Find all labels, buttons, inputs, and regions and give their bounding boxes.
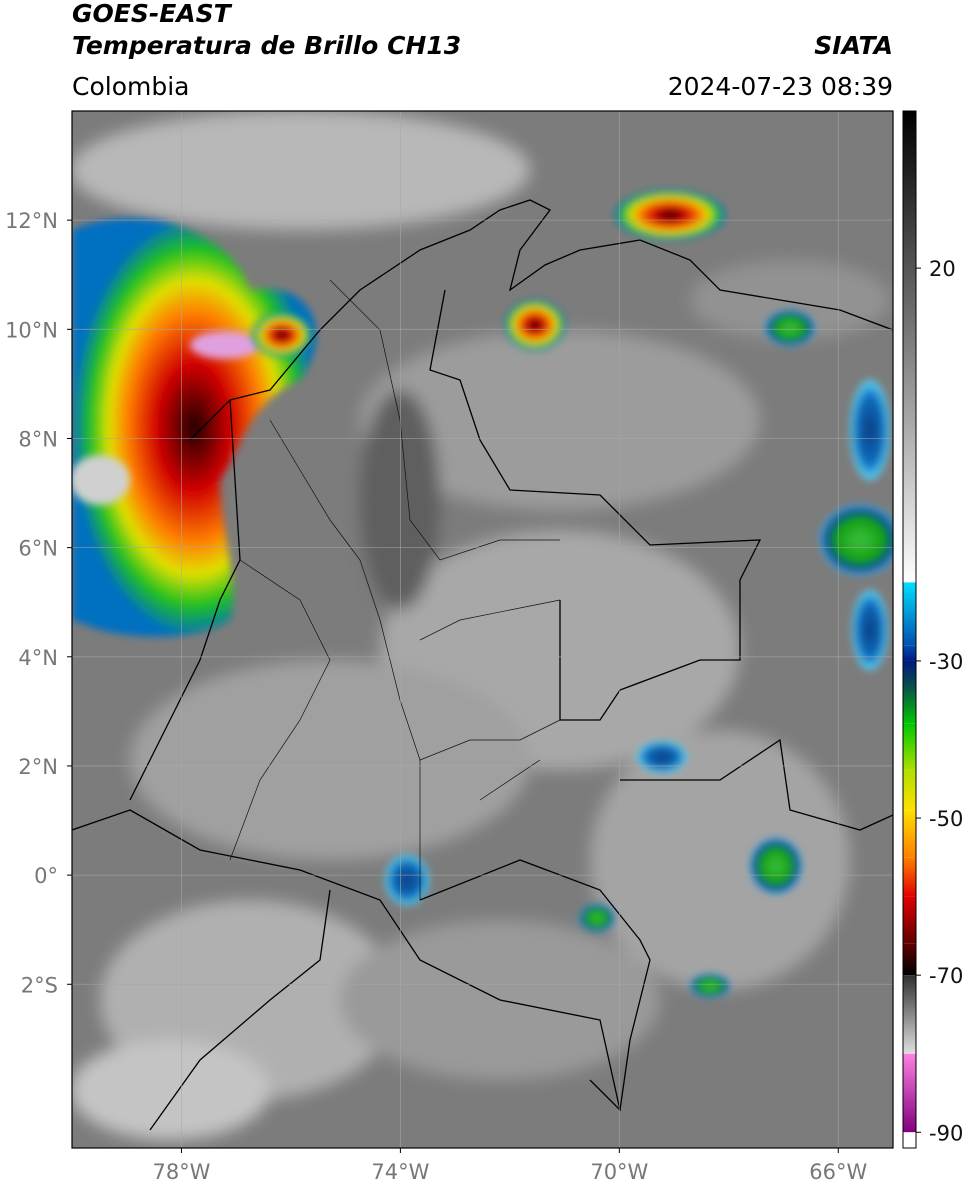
map-frame — [71, 110, 894, 1149]
y-tick-label: 8°N — [18, 427, 58, 451]
clouds — [72, 111, 890, 1140]
colorbar-segment — [903, 857, 916, 897]
header: GOES-EAST Temperatura de Brillo CH13 SIA… — [72, 0, 893, 101]
colorbar-segment — [903, 660, 916, 685]
region: Colombia — [72, 72, 189, 101]
y-tick-label: 2°N — [18, 755, 58, 779]
colorbar-tick-label: -50 — [929, 807, 963, 831]
y-tick-label: 10°N — [5, 318, 58, 342]
grid: 78°W 74°W 70°W 66°W 12°N 10°N 8°N 6°N 4°N 2°N 0° 2°… — [5, 111, 893, 1184]
colorbar-segment — [903, 111, 916, 583]
borders — [72, 199, 893, 1131]
y-tick-label: 4°N — [18, 646, 58, 670]
datetime: 2024-07-23 08:39 — [668, 72, 893, 101]
colorbar: 20 -30 -50 -70 -90 — [903, 111, 963, 1148]
x-tick-label: 74°W — [371, 1160, 429, 1184]
colorbar-segment — [903, 723, 916, 771]
y-tick-label: 0° — [34, 864, 58, 888]
colorbar-segment — [903, 975, 916, 1054]
colorbar-tick-label: -70 — [929, 964, 963, 988]
x-tick-label: 70°W — [590, 1160, 648, 1184]
colorbar-tick-label: -90 — [929, 1121, 963, 1145]
y-tick-label: 2°S — [21, 973, 58, 997]
colorbar-segment — [903, 1132, 916, 1148]
subtitle: Temperatura de Brillo CH13 — [72, 31, 461, 60]
colorbar-segment — [903, 645, 916, 661]
satellite-image — [72, 111, 893, 1148]
colorbar-segment — [903, 896, 916, 944]
colorbar-segment — [903, 582, 916, 646]
y-tick-label: 12°N — [5, 209, 58, 233]
y-tick-label: 6°N — [18, 537, 58, 561]
colorbar-segment — [903, 1053, 916, 1133]
colorbar-segment — [903, 943, 916, 976]
colorbar-segment — [903, 810, 916, 858]
colorbar-tick-label: -30 — [929, 650, 963, 674]
source: SIATA — [814, 31, 893, 60]
x-tick-label: 66°W — [809, 1160, 867, 1184]
colorbar-segment — [903, 684, 916, 724]
colorbar-frame — [902, 110, 917, 1149]
title: GOES-EAST — [72, 0, 233, 28]
colorbar-segment — [903, 770, 916, 811]
x-tick-label: 78°W — [152, 1160, 210, 1184]
convective-cells — [72, 190, 893, 998]
colorbar-tick-label: 20 — [929, 257, 956, 281]
